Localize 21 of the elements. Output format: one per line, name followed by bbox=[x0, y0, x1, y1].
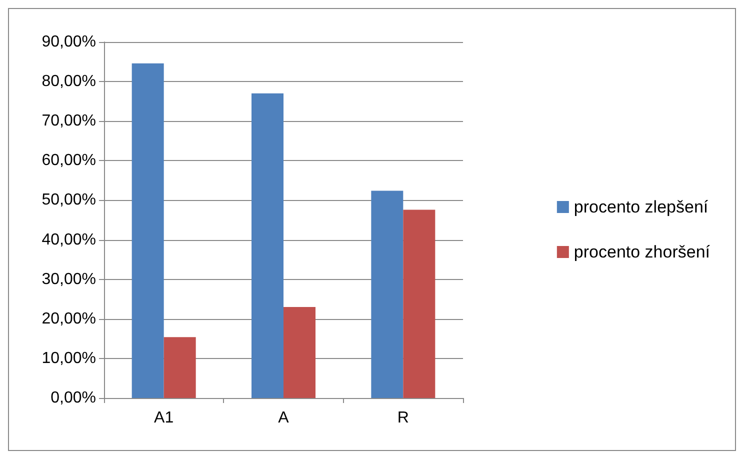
y-tick-label: 80,00% bbox=[42, 73, 96, 90]
bar bbox=[252, 93, 284, 398]
x-tick-label: A bbox=[278, 410, 290, 426]
y-tick-label: 20,00% bbox=[42, 310, 96, 328]
y-tick-label: 70,00% bbox=[42, 112, 96, 130]
y-tick-label: 60,00% bbox=[42, 152, 96, 170]
bar bbox=[403, 210, 436, 398]
y-tick-label: 0,00% bbox=[50, 390, 96, 406]
y-tick-label: 30,00% bbox=[42, 270, 96, 288]
x-tick-label: A1 bbox=[154, 410, 174, 426]
bar bbox=[164, 337, 196, 398]
x-tick-label: R bbox=[397, 410, 409, 426]
y-tick-label: 50,00% bbox=[42, 192, 96, 209]
y-tick-label: 10,00% bbox=[42, 350, 96, 367]
y-tick-label: 90,00% bbox=[42, 34, 96, 50]
y-tick-label: 40,00% bbox=[42, 231, 96, 248]
legend-label: procento zlepšení bbox=[574, 198, 708, 216]
legend-label: procento zhoršení bbox=[574, 242, 710, 262]
bar bbox=[284, 307, 316, 398]
bar bbox=[371, 190, 404, 398]
bar bbox=[132, 63, 164, 398]
